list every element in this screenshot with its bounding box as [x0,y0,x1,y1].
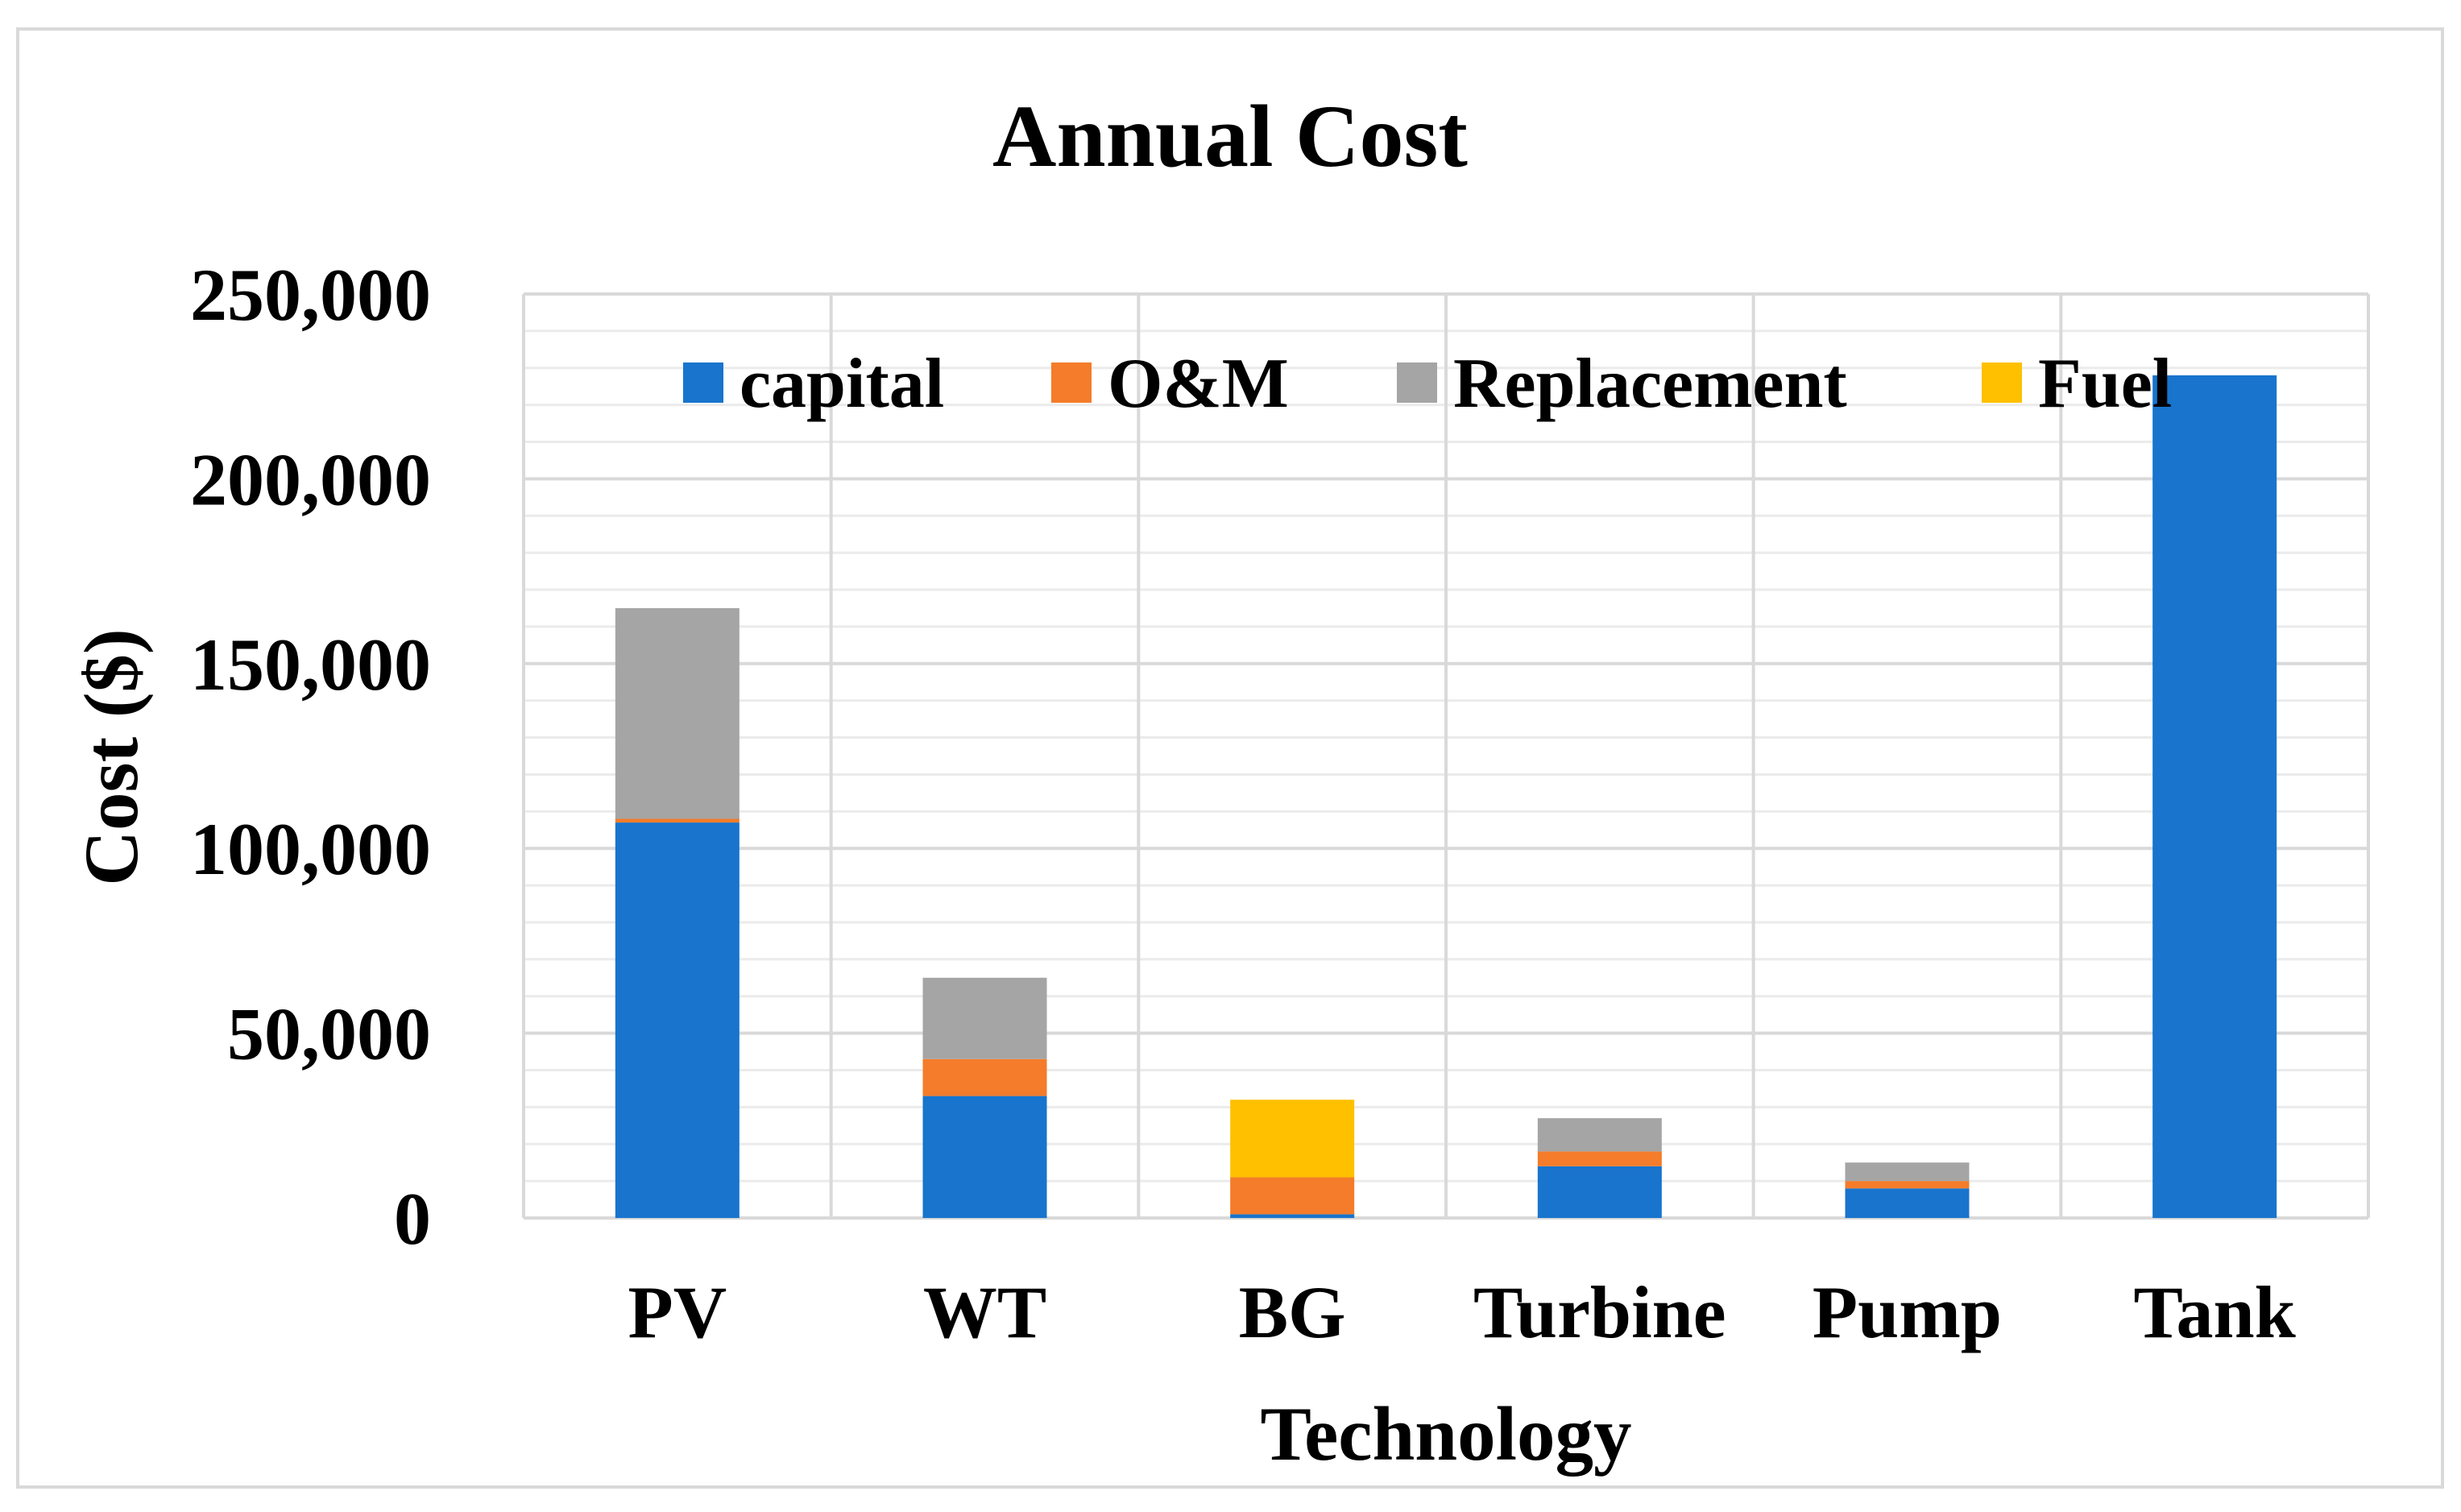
legend-label: O&M [1108,345,1289,423]
chart-title: Annual Cost [992,87,1468,185]
legend-label: Replacement [1453,345,1847,423]
x-tick-label: BG [1239,1271,1346,1353]
bar-capital-pump [1845,1188,1970,1218]
legend-swatch-fuel [1982,362,2022,403]
y-tick-label: 100,000 [190,808,431,890]
legend-label: capital [740,345,944,423]
bar-capital-turbine [1537,1166,1662,1218]
bar-o-m-pv [615,818,740,823]
y-axis-title: Cost ($) [68,628,154,885]
bar-replacement-wt [922,977,1047,1059]
bar-capital-pv [615,822,740,1218]
bar-replacement-pump [1845,1162,1970,1182]
legend-swatch-replacement [1397,362,1437,403]
x-tick-label: PV [628,1271,727,1353]
y-tick-label: 0 [394,1178,431,1260]
y-tick-label: 200,000 [190,438,431,520]
bar-fuel-bg [1230,1100,1355,1178]
x-axis-title: Technology [1260,1391,1631,1477]
x-tick-label: Turbine [1473,1271,1726,1353]
x-tick-label: Pump [1813,1271,2002,1353]
y-tick-label: 50,000 [227,993,431,1075]
bar-capital-bg [1230,1214,1355,1218]
plot-area: 0 50,000 100,000 150,000 200,000 250,000 PV WT B… [190,254,2370,1353]
bar-capital-wt [922,1096,1047,1218]
bar-o-m-turbine [1537,1151,1662,1166]
bar-o-m-pump [1845,1181,1970,1189]
legend: capital O&M Replacement Fuel [683,345,2172,423]
bar-replacement-pv [615,607,740,819]
bar-capital-tank [2152,375,2277,1218]
legend-label: Fuel [2038,345,2172,423]
legend-swatch-capital [683,362,723,403]
x-tick-label: Tank [2134,1271,2297,1353]
legend-swatch-o-m [1051,362,1092,403]
chart-border [16,27,2444,1489]
bar-replacement-turbine [1537,1118,1662,1152]
bar-o-m-wt [922,1058,1047,1096]
bar-o-m-bg [1230,1177,1355,1215]
y-tick-label: 150,000 [190,623,431,706]
y-tick-label: 250,000 [190,254,431,336]
x-tick-label: WT [923,1271,1046,1353]
